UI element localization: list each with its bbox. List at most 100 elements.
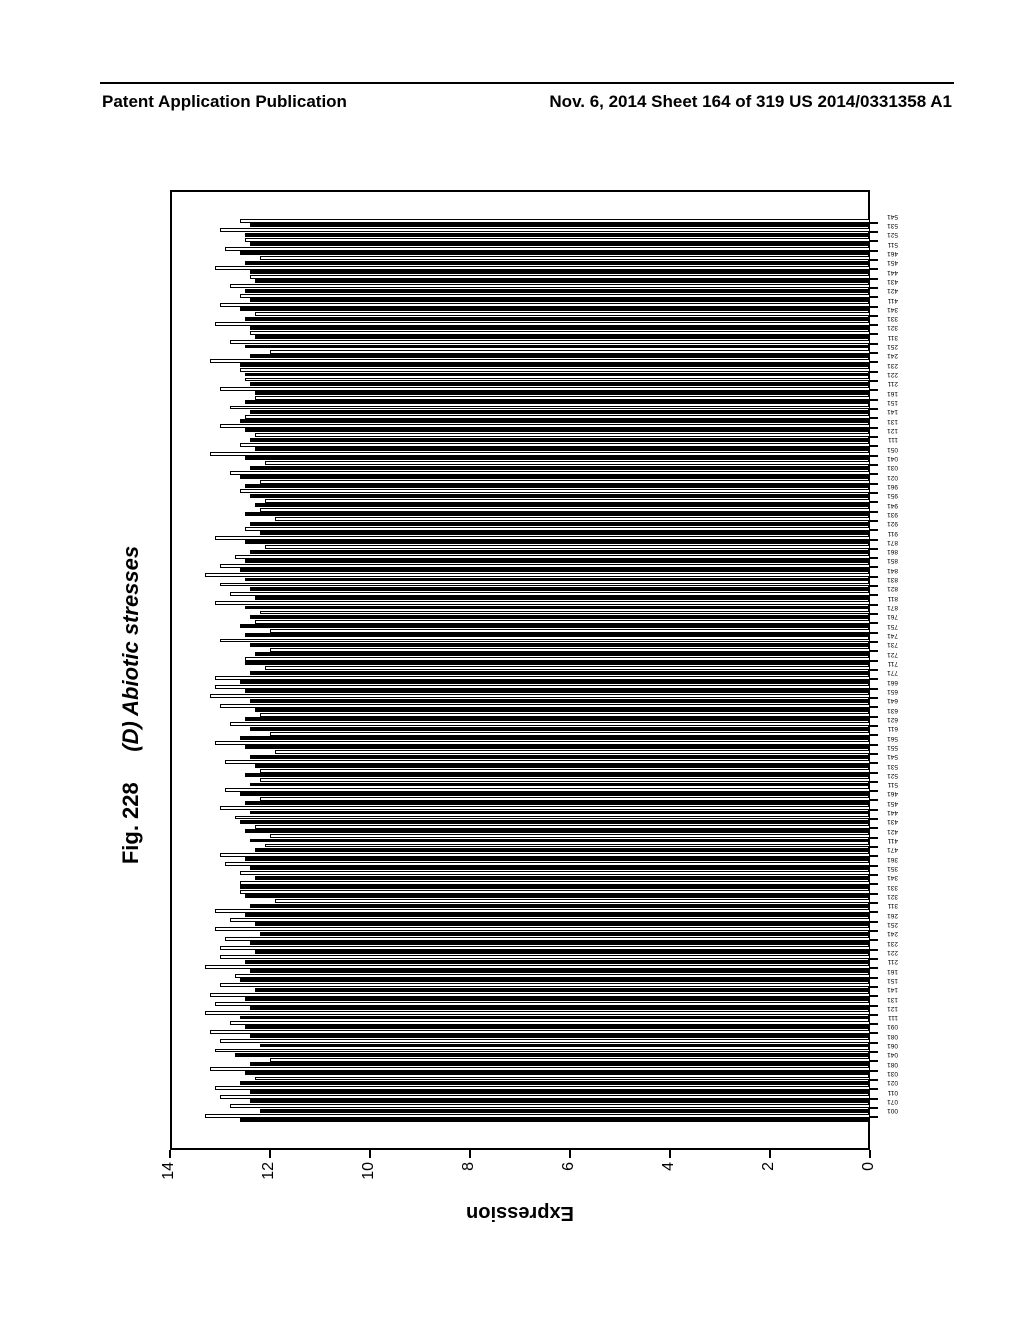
x-tick-label: 821 <box>887 585 898 592</box>
x-tick-mark <box>870 874 878 876</box>
y-tick-label: 8 <box>460 1162 478 1196</box>
x-tick-mark <box>870 1051 878 1053</box>
x-tick-label: 021 <box>887 474 898 481</box>
x-tick-label: 361 <box>887 856 898 863</box>
bar-hollow <box>235 974 870 978</box>
x-tick-label: 431 <box>887 278 898 285</box>
x-tick-label: 231 <box>887 940 898 947</box>
bar-hollow <box>205 1114 870 1118</box>
bar-hollow <box>220 853 870 857</box>
bar-solid <box>260 531 870 535</box>
bar-solid <box>240 251 870 255</box>
bar-hollow <box>230 284 870 288</box>
x-tick-mark <box>870 1014 878 1016</box>
bar-solid <box>245 345 870 349</box>
y-tick-label: 14 <box>160 1162 178 1196</box>
x-tick-label: 321 <box>887 325 898 332</box>
bar-solid <box>250 298 870 302</box>
y-tick-mark <box>369 1150 371 1158</box>
bar-hollow <box>270 732 870 736</box>
bar-hollow <box>220 303 870 307</box>
x-tick-mark <box>870 688 878 690</box>
bar-solid <box>250 699 870 703</box>
bar-solid <box>250 522 870 526</box>
bar-solid <box>250 839 870 843</box>
x-tick-mark <box>870 585 878 587</box>
bar-hollow <box>205 573 870 577</box>
x-tick-label: 751 <box>887 623 898 630</box>
x-tick-label: 071 <box>887 1098 898 1105</box>
x-tick-label: 331 <box>887 315 898 322</box>
x-tick-label: 311 <box>888 334 898 341</box>
x-tick-label: 351 <box>887 865 898 872</box>
x-tick-label: 001 <box>887 1107 898 1114</box>
bar-hollow <box>210 1030 870 1034</box>
x-tick-label: 011 <box>888 1089 898 1096</box>
x-tick-mark <box>870 548 878 550</box>
bar-hollow <box>240 872 870 876</box>
y-tick-mark <box>169 1150 171 1158</box>
x-tick-label: 651 <box>887 688 898 695</box>
bar-hollow <box>255 620 870 624</box>
x-tick-label: 231 <box>887 362 898 369</box>
bar-solid <box>250 1006 870 1010</box>
bar-solid <box>250 1090 870 1094</box>
bar-solid <box>250 671 870 675</box>
bar-hollow <box>240 881 870 885</box>
x-tick-mark <box>870 1107 878 1109</box>
x-tick-label: 851 <box>887 558 898 565</box>
bar-solid <box>245 512 870 516</box>
bar-solid <box>240 1016 870 1020</box>
bar-solid <box>240 307 870 311</box>
x-tick-label: 411 <box>888 297 898 304</box>
bar-hollow <box>275 750 870 754</box>
bar-hollow <box>245 378 870 382</box>
bar-hollow <box>265 461 870 465</box>
x-tick-label: 511 <box>888 781 898 788</box>
x-tick-mark <box>870 977 878 979</box>
x-tick-label: 421 <box>887 828 898 835</box>
bar-hollow <box>210 993 870 997</box>
y-tick-mark <box>769 1150 771 1158</box>
bar-solid <box>245 233 870 237</box>
bar-solid <box>240 624 870 628</box>
x-tick-label: 511 <box>888 241 898 248</box>
x-tick-label: 341 <box>887 306 898 313</box>
y-tick-mark <box>469 1150 471 1158</box>
bar-solid <box>250 270 870 274</box>
x-tick-mark <box>870 809 878 811</box>
bar-hollow <box>220 946 870 950</box>
bar-hollow <box>265 844 870 848</box>
y-tick-mark <box>269 1150 271 1158</box>
x-tick-mark <box>870 753 878 755</box>
x-tick-mark <box>870 1088 878 1090</box>
x-tick-label: 741 <box>887 632 898 639</box>
x-tick-label: 461 <box>887 250 898 257</box>
x-tick-mark <box>870 911 878 913</box>
bar-solid <box>250 550 870 554</box>
bar-solid <box>255 922 870 926</box>
x-tick-mark <box>870 427 878 429</box>
bar-solid <box>245 633 870 637</box>
bar-hollow <box>240 219 870 223</box>
x-tick-mark <box>870 921 878 923</box>
x-tick-mark <box>870 986 878 988</box>
bar-hollow <box>245 527 870 531</box>
bar-solid <box>245 829 870 833</box>
x-tick-mark <box>870 837 878 839</box>
x-tick-label: 471 <box>887 846 898 853</box>
x-tick-label: 251 <box>887 921 898 928</box>
x-tick-label: 151 <box>887 399 898 406</box>
bar-solid <box>250 382 870 386</box>
bar-hollow <box>215 1002 870 1006</box>
bar-solid <box>245 606 870 610</box>
bar-hollow <box>220 387 870 391</box>
bar-hollow <box>255 1077 870 1081</box>
x-tick-mark <box>870 1070 878 1072</box>
bar-solid <box>245 289 870 293</box>
figure-wrapper: Fig. 228 (D) Abiotic stresses Expression… <box>100 140 955 1270</box>
bar-solid <box>260 1109 870 1113</box>
x-tick-mark <box>870 539 878 541</box>
x-tick-mark <box>870 1098 878 1100</box>
bar-solid <box>245 773 870 777</box>
